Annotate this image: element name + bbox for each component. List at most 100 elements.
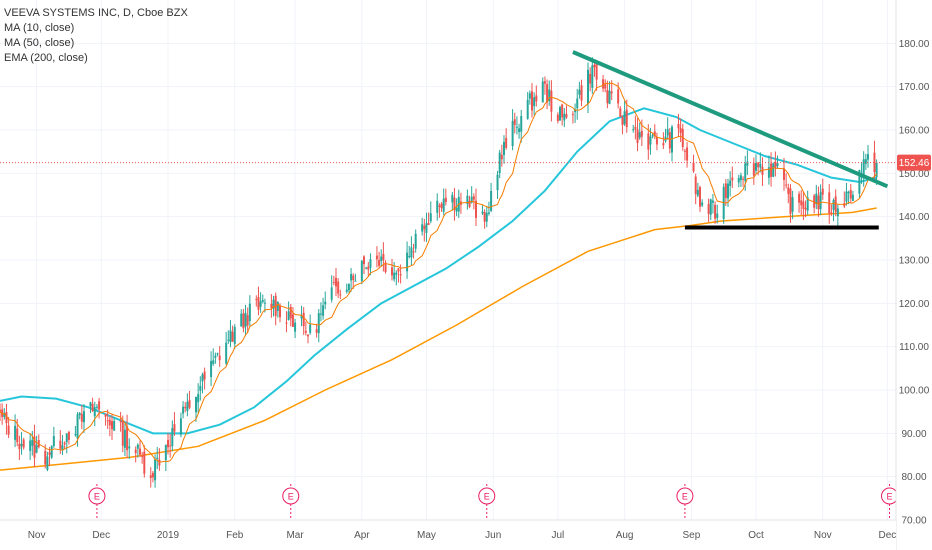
candle-body xyxy=(468,200,471,207)
candle-body xyxy=(83,411,85,423)
candle-body xyxy=(246,315,249,326)
candle-body xyxy=(203,371,206,380)
drawing-annotations[interactable] xyxy=(572,50,889,230)
ema-200-line xyxy=(0,207,877,471)
candle-body xyxy=(18,443,21,450)
candle-body xyxy=(739,175,742,181)
candle-body xyxy=(76,414,79,439)
candle-body xyxy=(98,401,101,410)
legend-ma50[interactable]: MA (50, close) xyxy=(4,37,75,49)
candle-body xyxy=(50,446,53,458)
price-axis-tick-label: 180.00 xyxy=(899,39,930,50)
candle-body xyxy=(444,197,447,203)
time-axis-tick-label: Nov xyxy=(28,530,46,541)
candle-body xyxy=(350,273,353,281)
candle-body xyxy=(184,406,187,409)
candle-body xyxy=(429,213,432,222)
candle-body xyxy=(406,252,409,272)
candle-body xyxy=(505,137,508,148)
candle-body xyxy=(20,443,23,447)
candle-body xyxy=(798,193,801,203)
candle-body xyxy=(61,445,64,451)
candle-body xyxy=(563,113,566,121)
time-axis-tick-label: Nov xyxy=(814,530,832,541)
candle-body xyxy=(91,403,94,412)
candle-body xyxy=(7,425,10,435)
candle-body xyxy=(304,330,307,333)
earnings-icon xyxy=(282,487,300,505)
candle-body xyxy=(800,200,803,206)
candle-body xyxy=(231,331,234,342)
candle-body xyxy=(543,81,546,84)
candle-body xyxy=(352,275,355,280)
candle-body xyxy=(123,429,126,448)
candle-body xyxy=(248,303,251,321)
candle-body xyxy=(0,409,1,412)
candle-body xyxy=(686,147,689,161)
candle-body xyxy=(375,255,378,260)
candle-body xyxy=(767,167,770,178)
candle-body xyxy=(233,326,236,344)
candle-body xyxy=(78,412,81,416)
candle-body xyxy=(834,196,837,212)
candle-body xyxy=(759,164,762,168)
legend-ma10[interactable]: MA (10, close) xyxy=(4,22,75,34)
candle-body xyxy=(440,203,443,209)
candle-body xyxy=(606,89,609,104)
candle-body xyxy=(119,420,122,423)
price-axis-tick-label: 80.00 xyxy=(901,472,926,483)
candle-body xyxy=(270,303,273,309)
candle-body xyxy=(832,200,835,210)
candle-body xyxy=(80,413,83,422)
candle-body xyxy=(171,428,174,447)
time-axis-background[interactable] xyxy=(0,520,896,550)
candle-body xyxy=(593,64,596,68)
candle-body xyxy=(104,413,107,417)
candle-body xyxy=(578,89,581,95)
candle-body xyxy=(776,163,779,167)
candle-body xyxy=(242,313,245,329)
time-axis[interactable]: Nov Dec 2019 Feb Mar Apr May Jun Jul Aug Sep Oct Nov… xyxy=(28,530,897,541)
candle-body xyxy=(136,444,139,449)
candle-body xyxy=(664,136,667,142)
candle-body xyxy=(22,439,25,448)
candle-body xyxy=(276,302,279,311)
candle-body xyxy=(141,456,144,458)
candle-body xyxy=(408,255,411,258)
legend-title[interactable]: VEEVA SYSTEMS INC, D, Cboe BZX xyxy=(4,7,188,19)
time-axis-tick-label: Sep xyxy=(682,530,700,541)
candle-body xyxy=(804,207,807,210)
legend-ema200[interactable]: EMA (200, close) xyxy=(4,52,88,64)
candle-body xyxy=(382,253,385,261)
candle-body xyxy=(395,272,398,275)
candle-body xyxy=(483,211,486,222)
candle-body xyxy=(363,256,365,265)
candle-body xyxy=(836,208,839,217)
candle-body xyxy=(546,84,549,103)
candle-body xyxy=(365,267,368,269)
candle-body xyxy=(421,224,424,232)
candle-body xyxy=(677,123,680,129)
candle-body xyxy=(317,313,320,334)
earnings-icon xyxy=(478,487,496,505)
candle-body xyxy=(849,189,852,199)
candle-body xyxy=(806,197,809,211)
price-axis-background[interactable] xyxy=(896,0,932,550)
candle-body xyxy=(182,406,185,414)
candle-body xyxy=(518,128,521,132)
candle-body xyxy=(565,114,568,118)
candle-body xyxy=(369,259,372,268)
price-axis[interactable]: 70.00 80.00 90.00 100.00 110.00 120.00 130.00 1… xyxy=(899,39,930,527)
ma-10-layer xyxy=(0,82,878,463)
candle-body xyxy=(74,434,77,436)
candle-body xyxy=(31,439,34,446)
candle-body xyxy=(535,95,538,102)
candle-body xyxy=(550,90,553,112)
candle-body xyxy=(360,260,363,281)
candle-body xyxy=(528,93,531,99)
price-axis-tick-label: 150.00 xyxy=(899,169,930,180)
candle-body xyxy=(399,274,402,276)
candle-body xyxy=(438,205,441,207)
